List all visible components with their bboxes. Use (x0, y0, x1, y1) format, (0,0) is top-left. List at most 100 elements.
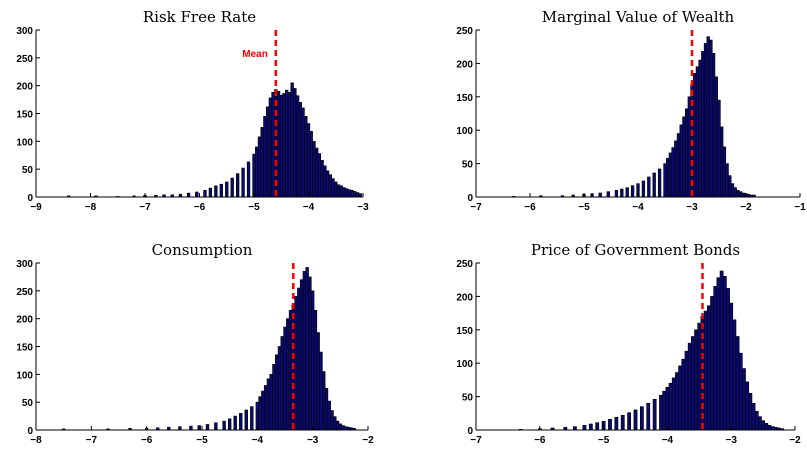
histogram-bar (336, 184, 341, 198)
x-tick-label: −5 (248, 202, 260, 213)
histogram-bar (684, 108, 689, 198)
histogram-bar (286, 318, 290, 431)
histogram-bar (266, 378, 271, 431)
histogram-bar (668, 382, 673, 431)
histogram-bar (298, 102, 302, 198)
histogram-bar (701, 51, 705, 198)
histogram-panel-3: Consumption 0 50 100 150 200 250 300 −8 −7 −6 −5 −4 −… (16, 241, 374, 446)
x-tick-label: −4 (252, 435, 264, 446)
histogram-bar (287, 92, 292, 198)
histogram-bar (355, 192, 360, 198)
histogram-bar (652, 172, 656, 198)
histogram-bar (304, 115, 308, 198)
histogram-bar (732, 319, 737, 431)
histogram-bar (288, 310, 293, 431)
histogram-bar (260, 127, 264, 198)
histogram-panel-2: Marginal Value of Wealth 0 50 100 150 200 250 −… (456, 8, 806, 213)
x-tick-label: −7 (86, 435, 98, 446)
histogram-bar (323, 165, 327, 198)
histogram-bar (239, 412, 243, 431)
y-tick-label: 150 (456, 326, 473, 337)
histogram-bar (639, 406, 644, 431)
chart-title: Marginal Value of Wealth (542, 8, 735, 26)
histogram-bar (598, 192, 602, 198)
histogram-bar (764, 423, 769, 431)
histogram-bar (620, 415, 625, 431)
histogram-bar (698, 59, 702, 198)
histogram-bar (590, 193, 594, 198)
histogram-bar (735, 336, 740, 431)
histogram-bar (302, 271, 307, 431)
histogram-bar (263, 115, 267, 198)
x-tick-label: −4 (303, 202, 315, 213)
histogram-bar (674, 140, 678, 198)
histogram-bar (751, 402, 756, 431)
x-tick-label: −8 (30, 435, 42, 446)
x-tick-label: −1 (794, 202, 806, 213)
histogram-bar (225, 181, 229, 198)
y-tick-label: 200 (456, 292, 473, 303)
y-tick-label: 100 (456, 126, 473, 137)
histogram-bar (671, 377, 676, 431)
histogram-bar (726, 288, 730, 431)
histogram-bar (214, 422, 218, 431)
histogram-bar (614, 417, 619, 431)
histogram-bar (713, 286, 718, 431)
histogram-bar (738, 352, 743, 431)
histogram-bar (693, 73, 697, 198)
y-tick-label: 50 (462, 160, 474, 171)
y-tick-label: 0 (27, 426, 33, 437)
y-tick-label: 200 (456, 59, 473, 70)
histogram-bar (316, 332, 320, 431)
histogram-bar (687, 342, 692, 431)
histogram-bar (694, 329, 699, 431)
histogram-bar (742, 368, 746, 431)
x-tick-label: −5 (578, 202, 590, 213)
y-tick-label: 250 (456, 26, 473, 37)
histogram-bar (325, 170, 330, 198)
x-tick-label: −5 (196, 435, 208, 446)
histogram-bar (627, 412, 632, 431)
y-tick-label: 250 (16, 287, 33, 298)
histogram-bar (310, 290, 315, 431)
histogram-bar (582, 425, 587, 431)
histogram-bar (606, 191, 610, 198)
x-tick-label: −5 (598, 435, 610, 446)
chart-title: Price of Government Bonds (531, 241, 740, 259)
histogram-bar (761, 420, 765, 431)
histogram-bar (767, 425, 772, 431)
histogram-bar (710, 296, 714, 431)
histogram-bar (313, 310, 318, 431)
histogram-bar (285, 89, 289, 198)
x-tick-label: −3 (725, 435, 737, 446)
histogram-bar (261, 390, 265, 431)
histogram-bar (257, 136, 262, 198)
histogram-bar (344, 188, 349, 198)
histogram-bar (350, 190, 354, 198)
histogram-bar (309, 131, 313, 198)
histogram-bar (208, 187, 213, 198)
histogram-bar (682, 116, 686, 198)
histogram-bar (230, 177, 234, 198)
histogram-bar (294, 296, 298, 431)
histogram-bar (276, 90, 281, 198)
histogram-bar (290, 82, 294, 198)
histogram-bar (282, 93, 286, 198)
histogram-bar (659, 394, 663, 431)
histogram-bar (641, 180, 646, 198)
histogram-bar (770, 426, 775, 431)
histogram-bar (706, 305, 711, 431)
histogram-bar (666, 157, 670, 198)
y-tick-label: 50 (22, 398, 34, 409)
histogram-bar (280, 336, 284, 431)
histogram-bar (214, 185, 218, 198)
histogram-bar (720, 126, 724, 198)
histogram-bar (301, 107, 305, 198)
histogram-bar (246, 161, 251, 198)
histogram-bar (305, 267, 309, 431)
histogram-bar (719, 270, 724, 431)
chart-title: Risk Free Rate (143, 8, 256, 26)
histogram-bar (703, 43, 708, 198)
histogram-bar (748, 392, 753, 431)
histogram-bar (684, 350, 689, 431)
